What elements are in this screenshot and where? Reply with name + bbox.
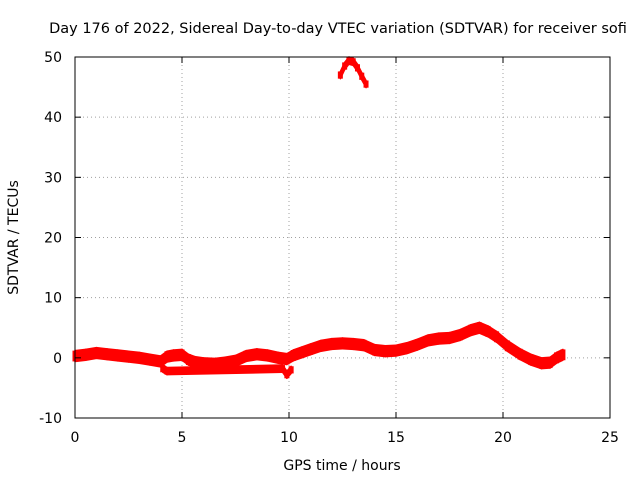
y-tick-label: 50 [44,50,62,66]
data-band-segment [166,364,284,376]
x-tick-label: 20 [494,430,512,446]
x-tick-label: 10 [280,430,298,446]
y-tick-label: 0 [53,351,62,367]
data-point [560,349,566,361]
y-tick-labels: -10 0 10 20 30 40 50 [39,50,62,427]
series-main-trace [72,321,566,371]
x-tick-label: 15 [387,430,405,446]
series-lower-spikes [160,364,294,380]
x-tick-labels: 0 5 10 15 20 25 [71,430,619,446]
y-tick-label: 10 [44,291,62,307]
data-point [288,366,294,374]
data-series [72,56,566,380]
y-tick-label: 40 [44,110,62,126]
y-tick-label: 20 [44,231,62,247]
x-axis-label: GPS time / hours [283,458,400,474]
y-tick-label: 30 [44,170,62,186]
chart-title: Day 176 of 2022, Sidereal Day-to-day VTE… [49,21,627,37]
axis-ticks [74,56,611,419]
y-tick-label: -10 [39,411,62,427]
x-tick-label: 5 [178,430,187,446]
y-axis-label: SDTVAR / TECUs [6,180,22,295]
data-point [363,80,369,88]
x-tick-label: 25 [601,430,619,446]
series-upper-arc [337,56,369,89]
x-tick-label: 0 [71,430,80,446]
